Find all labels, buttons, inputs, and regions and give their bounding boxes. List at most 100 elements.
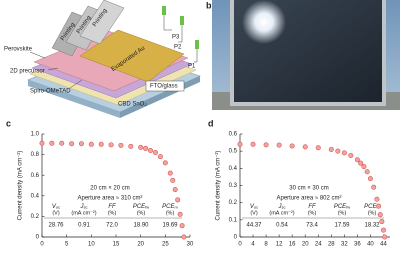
y-tick-label: 0.5 (229, 149, 238, 155)
header-symbol: J (278, 204, 283, 210)
y-tick-label: 0.6 (229, 132, 238, 138)
x-tick-label: 10 (88, 242, 95, 248)
y-tick-label: 0.6 (31, 173, 40, 179)
table-value: 18.32 (364, 223, 380, 229)
table-unit: (mA cm⁻²) (71, 210, 96, 216)
table-header: PCEfw (334, 204, 350, 210)
table-header: FF (308, 204, 316, 210)
schematic: Perovskite 2D precursor Spiro-OMeTAD CBD… (4, 0, 201, 118)
x-tick-label: 0 (238, 242, 242, 248)
header-symbol: J (80, 204, 85, 210)
data-point (143, 145, 149, 151)
layer-label: Perovskite (4, 47, 33, 53)
panel-label: d (208, 118, 214, 128)
table-unit: (%) (368, 210, 377, 216)
table-unit: (%) (308, 210, 317, 216)
data-point (39, 140, 45, 146)
x-tick-label: 44 (380, 242, 387, 248)
table-header: Voc (250, 204, 258, 210)
annotation: 30 cm × 30 cm (289, 186, 329, 192)
header-symbol: PCE (364, 204, 377, 210)
table-value: 44.37 (246, 223, 262, 229)
annotation: 20 cm × 20 cm (90, 186, 130, 192)
data-point (354, 157, 360, 163)
layer-label: CBD SnO₂ (118, 102, 147, 108)
table-unit: (mA cm⁻²) (269, 210, 294, 216)
table-value: 0.91 (78, 223, 90, 229)
data-point (379, 219, 385, 225)
table-unit: (%) (137, 210, 146, 216)
header-symbol: FF (108, 204, 116, 210)
table-value: 72.0 (106, 223, 118, 229)
data-point (49, 140, 55, 146)
data-point (364, 169, 370, 175)
table-header: Voc (52, 204, 60, 210)
x-tick-label: 30 (187, 242, 194, 248)
y-tick-label: 0.4 (31, 193, 40, 199)
data-point (175, 197, 181, 203)
header-sub: fw (145, 205, 149, 210)
data-point (179, 223, 185, 229)
data-point (118, 142, 124, 148)
x-tick-label: 4 (251, 242, 255, 248)
data-point (138, 144, 144, 150)
x-tick-label: 16 (289, 242, 296, 248)
data-point (358, 160, 364, 166)
data-point (361, 164, 367, 170)
data-point (376, 203, 382, 209)
x-tick-label: 15 (113, 242, 120, 248)
data-point (181, 234, 187, 240)
header-symbol: V (250, 204, 255, 210)
scribe-label: P2 (174, 45, 182, 51)
table-value: 0.54 (276, 223, 288, 229)
x-tick-label: 24 (315, 242, 322, 248)
header-sub: sc (282, 205, 286, 210)
y-tick-label: 0.4 (229, 166, 238, 172)
data-point (263, 142, 269, 148)
y-tick-label: 0.3 (229, 183, 238, 189)
table-value: 28.76 (48, 223, 64, 229)
header-sub: fw (346, 205, 350, 210)
data-point (88, 141, 94, 147)
data-point (374, 196, 380, 202)
x-tick-label: 32 (341, 242, 348, 248)
layer-label: FTO/glass (150, 84, 178, 90)
y-tick-label: 0.8 (31, 152, 40, 158)
data-point (367, 176, 373, 182)
y-tick-label: 0.2 (229, 200, 238, 206)
header-symbol: FF (308, 204, 316, 210)
module-photo (212, 0, 400, 110)
y-axis-title: Current density (mA cm⁻²) (216, 151, 222, 221)
scribe-label: P1 (188, 64, 196, 70)
table-value: 19.69 (162, 223, 178, 229)
table-value: 18.90 (133, 223, 149, 229)
header-symbol: PCE (334, 204, 347, 210)
data-point (237, 141, 243, 147)
header-symbol: PCE (162, 204, 175, 210)
data-point (162, 160, 168, 166)
x-tick-label: 12 (276, 242, 283, 248)
data-point (371, 184, 377, 190)
annotation: Aperture area ≈ 802 cm² (277, 196, 342, 202)
header-symbol: V (52, 204, 57, 210)
table-header: PCErv (162, 204, 178, 210)
data-point (377, 212, 383, 218)
header-sub: oc (56, 205, 60, 210)
data-point (152, 150, 158, 156)
panel-label: b (206, 0, 212, 10)
data-point (335, 148, 341, 154)
y-axis-title: Current density (mA cm⁻²) (18, 151, 24, 221)
data-point (250, 141, 256, 147)
x-tick-label: 20 (302, 242, 309, 248)
x-tick-label: 40 (367, 242, 374, 248)
table-header: FF (108, 204, 116, 210)
x-tick-label: 20 (137, 242, 144, 248)
x-tick-label: 36 (354, 242, 361, 248)
table-header: Jsc (80, 204, 88, 210)
scribe-label: P3 (172, 35, 180, 41)
data-point (382, 234, 388, 240)
y-tick-label: 0.1 (229, 217, 238, 223)
data-point (315, 145, 321, 151)
table-unit: (%) (166, 210, 175, 216)
